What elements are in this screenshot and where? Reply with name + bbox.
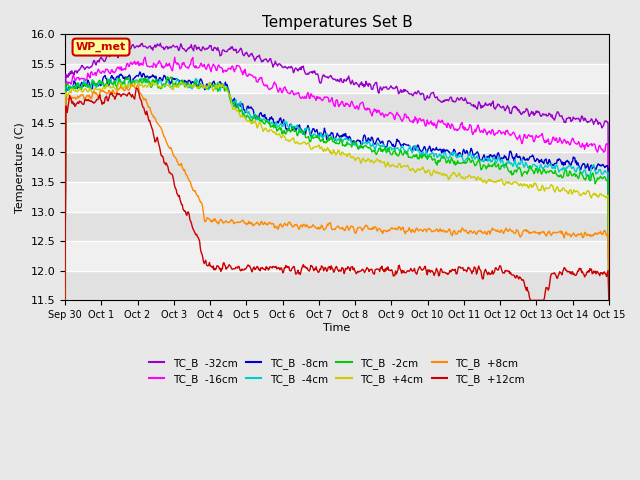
TC_B -2cm: [163, 74, 171, 80]
TC_B +12cm: [605, 298, 612, 303]
TC_B -16cm: [71, 77, 79, 83]
TC_B -16cm: [127, 60, 134, 65]
TC_B -2cm: [71, 85, 79, 91]
Bar: [65, 34, 609, 63]
TC_B -16cm: [61, 298, 69, 303]
TC_B +4cm: [404, 162, 412, 168]
TC_B +4cm: [420, 166, 428, 172]
TC_B +8cm: [71, 95, 79, 100]
Y-axis label: Temperature (C): Temperature (C): [15, 122, 25, 213]
TC_B -8cm: [127, 79, 134, 84]
TC_B -8cm: [212, 84, 220, 90]
TC_B +8cm: [605, 298, 612, 303]
TC_B -32cm: [127, 46, 134, 52]
Line: TC_B -16cm: TC_B -16cm: [65, 57, 609, 300]
Title: Temperatures Set B: Temperatures Set B: [262, 15, 412, 30]
TC_B -32cm: [420, 91, 428, 97]
Line: TC_B -4cm: TC_B -4cm: [65, 78, 609, 300]
TC_B -4cm: [114, 75, 122, 81]
TC_B -32cm: [212, 46, 220, 51]
TC_B -4cm: [61, 298, 69, 303]
TC_B -2cm: [404, 150, 412, 156]
TC_B -2cm: [183, 82, 191, 87]
TC_B +4cm: [61, 298, 69, 303]
TC_B +12cm: [212, 267, 220, 273]
TC_B -8cm: [404, 143, 412, 148]
TC_B -4cm: [605, 298, 612, 303]
TC_B -16cm: [171, 54, 179, 60]
TC_B +12cm: [404, 268, 412, 274]
TC_B -2cm: [420, 153, 428, 159]
TC_B +12cm: [183, 213, 191, 218]
TC_B +12cm: [420, 266, 428, 272]
TC_B -8cm: [61, 298, 69, 303]
TC_B -2cm: [127, 81, 134, 87]
TC_B -32cm: [183, 47, 191, 53]
TC_B +8cm: [212, 218, 220, 224]
TC_B +12cm: [127, 92, 134, 98]
TC_B -16cm: [420, 117, 428, 122]
TC_B -8cm: [71, 79, 79, 85]
TC_B -4cm: [212, 86, 220, 92]
Legend: TC_B  -32cm, TC_B  -16cm, TC_B  -8cm, TC_B  -4cm, TC_B  -2cm, TC_B  +4cm, TC_B  : TC_B -32cm, TC_B -16cm, TC_B -8cm, TC_B …: [145, 353, 529, 389]
TC_B +4cm: [212, 83, 220, 88]
Line: TC_B +12cm: TC_B +12cm: [65, 88, 609, 300]
TC_B -2cm: [605, 298, 612, 303]
TC_B -32cm: [404, 88, 412, 94]
TC_B -16cm: [212, 66, 220, 72]
TC_B -8cm: [605, 298, 612, 303]
X-axis label: Time: Time: [323, 323, 351, 333]
TC_B -16cm: [404, 114, 412, 120]
TC_B -4cm: [404, 149, 412, 155]
TC_B +4cm: [132, 79, 140, 84]
TC_B -2cm: [61, 298, 69, 303]
TC_B -2cm: [212, 81, 220, 86]
Bar: [65, 93, 609, 123]
TC_B +8cm: [404, 228, 412, 234]
Line: TC_B -32cm: TC_B -32cm: [65, 43, 609, 300]
TC_B -16cm: [183, 64, 191, 70]
Line: TC_B +4cm: TC_B +4cm: [65, 82, 609, 300]
TC_B -32cm: [157, 40, 164, 46]
TC_B +4cm: [183, 84, 191, 89]
TC_B -32cm: [61, 298, 69, 303]
TC_B +12cm: [133, 85, 141, 91]
Bar: [65, 271, 609, 300]
Line: TC_B -8cm: TC_B -8cm: [65, 72, 609, 300]
TC_B -8cm: [136, 69, 144, 75]
Line: TC_B -2cm: TC_B -2cm: [65, 77, 609, 300]
Text: WP_met: WP_met: [76, 42, 126, 52]
TC_B -4cm: [183, 83, 191, 89]
Line: TC_B +8cm: TC_B +8cm: [65, 85, 609, 300]
TC_B +8cm: [128, 82, 136, 88]
TC_B -4cm: [420, 152, 428, 157]
TC_B -32cm: [71, 68, 79, 74]
TC_B -8cm: [183, 80, 191, 86]
TC_B +8cm: [420, 227, 428, 233]
Bar: [65, 152, 609, 182]
TC_B -4cm: [128, 80, 136, 86]
TC_B +4cm: [605, 298, 612, 303]
TC_B +8cm: [183, 172, 191, 178]
TC_B -16cm: [605, 298, 612, 303]
TC_B +12cm: [61, 298, 69, 303]
TC_B +12cm: [71, 104, 79, 109]
TC_B -8cm: [420, 145, 428, 151]
TC_B +8cm: [61, 298, 69, 303]
TC_B +8cm: [127, 83, 134, 89]
TC_B -4cm: [71, 84, 79, 90]
Bar: [65, 212, 609, 241]
TC_B +4cm: [127, 82, 134, 88]
TC_B -32cm: [605, 298, 612, 303]
TC_B +4cm: [71, 88, 79, 94]
